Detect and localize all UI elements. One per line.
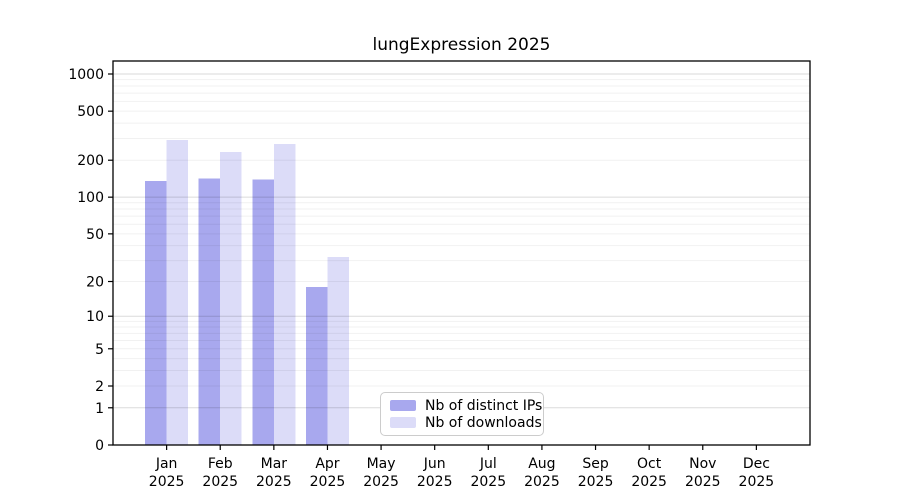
x-tick-label: Sep [582, 456, 609, 472]
bar-downloads-apr [327, 257, 349, 445]
x-tick-label: 2025 [578, 474, 614, 490]
legend: Nb of distinct IPs Nb of downloads [380, 392, 544, 436]
x-tick-label: Feb [208, 456, 233, 472]
x-tick-label: Dec [743, 456, 770, 472]
y-tick-label: 2 [95, 379, 104, 395]
y-tick-label: 500 [77, 104, 104, 120]
chart-title: lungExpression 2025 [372, 35, 551, 55]
x-tick-label: 2025 [470, 474, 506, 490]
bar-downloads-mar [273, 144, 296, 446]
y-tick-label: 1000 [68, 67, 104, 83]
legend-item-downloads: Nb of downloads [390, 414, 542, 431]
y-tick-label: 20 [86, 275, 104, 291]
y-tick-label: 0 [95, 438, 104, 454]
plot-frame [112, 60, 811, 446]
x-tick-label: Oct [637, 456, 662, 472]
x-tick-label: 2025 [149, 474, 185, 490]
x-tick-label: 2025 [256, 474, 292, 490]
x-tick-label: Jul [479, 456, 497, 472]
bar-distinct-ips-feb [198, 178, 221, 445]
x-tick-label: 2025 [202, 474, 238, 490]
y-tick-label: 50 [86, 227, 104, 243]
x-tick-label: 2025 [685, 474, 721, 490]
x-tick-label: Nov [689, 456, 716, 472]
bar-distinct-ips-mar [252, 179, 274, 445]
legend-label-downloads: Nb of downloads [425, 414, 542, 431]
x-tick-label: 2025 [524, 474, 560, 490]
legend-swatch-distinct-ips [390, 400, 416, 411]
x-tick-label: Jan [155, 456, 178, 472]
legend-item-distinct-ips: Nb of distinct IPs [390, 397, 542, 414]
x-tick-label: 2025 [739, 474, 775, 490]
bar-distinct-ips-apr [305, 286, 328, 445]
x-tick-label: 2025 [417, 474, 453, 490]
x-tick-label: Jun [423, 456, 446, 472]
bar-distinct-ips-jan [145, 180, 167, 446]
x-tick-label: 2025 [363, 474, 399, 490]
x-tick-label: 2025 [310, 474, 346, 490]
y-tick-label: 100 [77, 190, 104, 206]
x-tick-label: 2025 [631, 474, 667, 490]
y-tick-label: 1 [95, 401, 104, 417]
x-tick-label: Apr [315, 456, 339, 472]
x-tick-label: Mar [261, 456, 288, 472]
bar-downloads-jan [166, 140, 189, 445]
y-tick-label: 10 [86, 309, 104, 325]
y-tick-label: 200 [77, 153, 104, 169]
bar-downloads-feb [220, 152, 242, 446]
x-tick-label: May [367, 456, 396, 472]
legend-label-distinct-ips: Nb of distinct IPs [425, 397, 543, 414]
legend-swatch-downloads [390, 417, 416, 428]
x-tick-label: Aug [528, 456, 555, 472]
y-tick-label: 5 [95, 342, 104, 358]
